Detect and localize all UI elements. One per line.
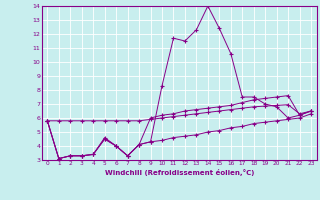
X-axis label: Windchill (Refroidissement éolien,°C): Windchill (Refroidissement éolien,°C) (105, 169, 254, 176)
